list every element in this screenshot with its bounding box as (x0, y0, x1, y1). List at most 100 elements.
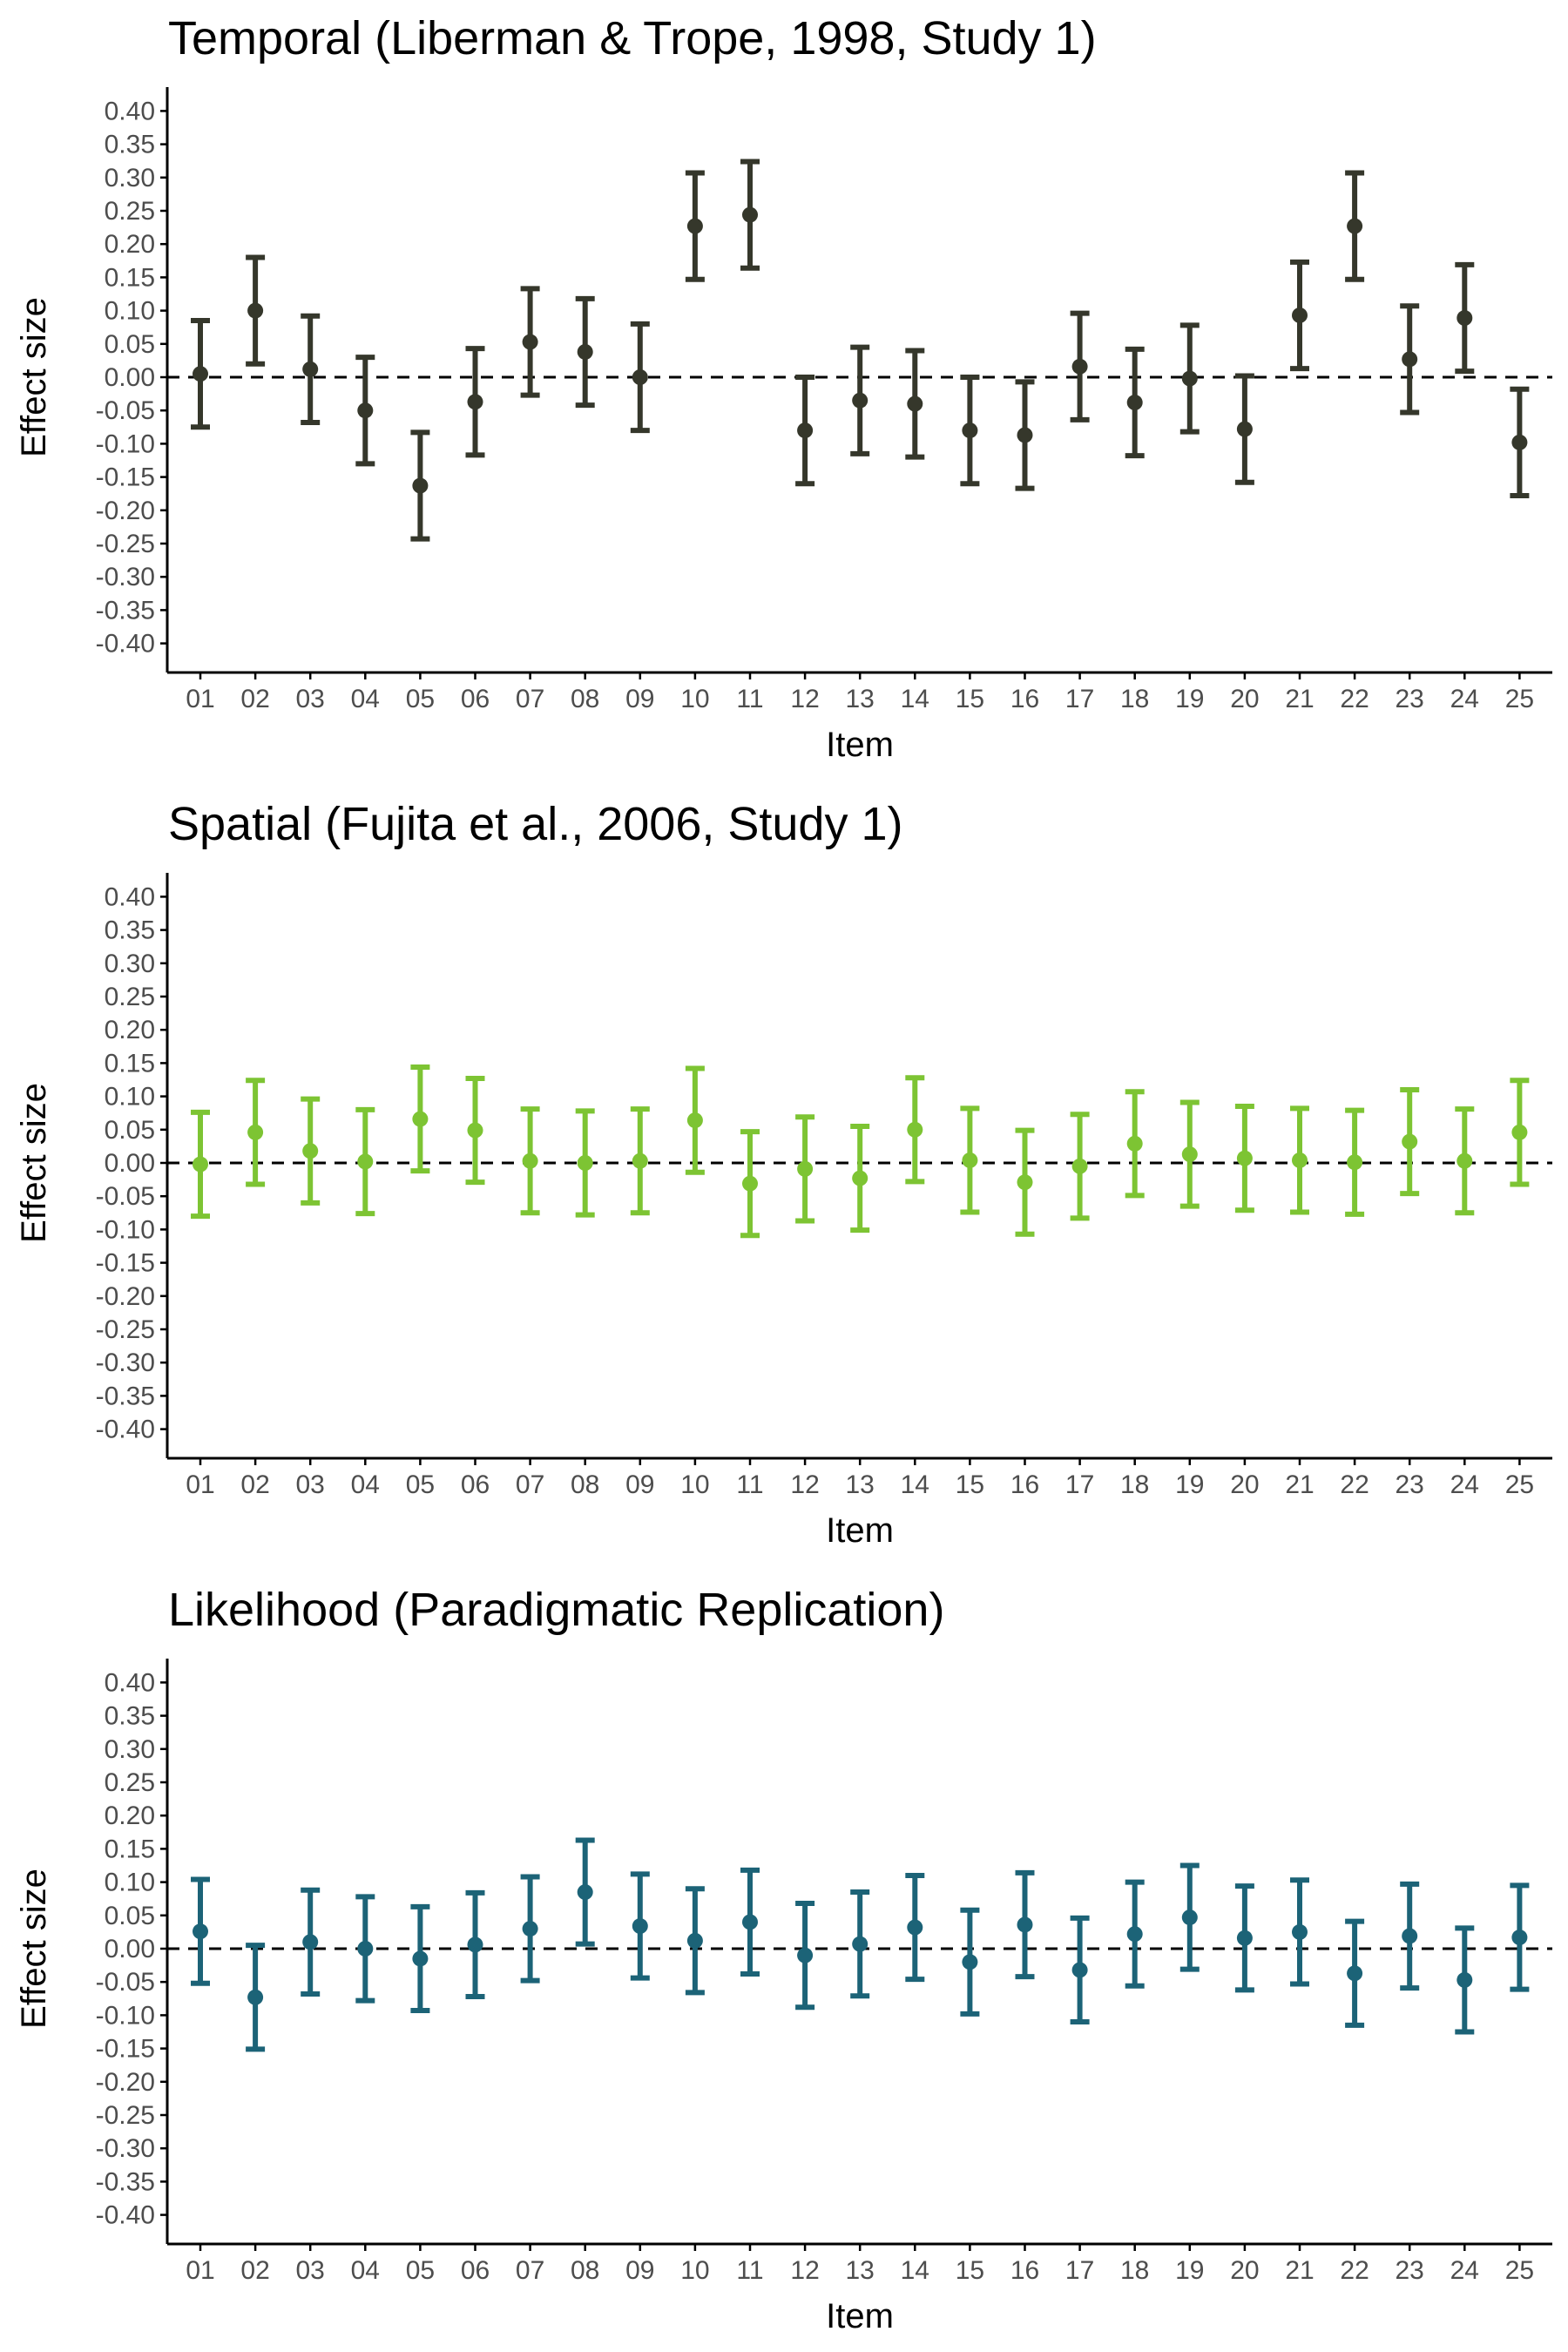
error-bar-item-14 (905, 1075, 925, 1185)
y-tick-label: -0.20 (96, 2068, 155, 2097)
x-tick-label: 19 (1175, 1470, 1204, 1499)
data-point (1402, 351, 1418, 368)
y-tick-label: 0.40 (105, 882, 155, 911)
y-tick-label: -0.30 (96, 1348, 155, 1377)
x-tick-label: 22 (1340, 2256, 1369, 2285)
error-bar-item-19 (1179, 1099, 1200, 1209)
error-bar-item-09 (630, 321, 650, 434)
x-tick-label: 03 (296, 2256, 325, 2285)
y-tick-label: 0.05 (105, 1116, 155, 1145)
y-tick-label: 0.35 (105, 131, 155, 159)
x-tick-label: 15 (956, 685, 984, 713)
data-point (1236, 1150, 1253, 1166)
error-bar-item-22 (1345, 1918, 1365, 2028)
error-bar-item-02 (246, 1943, 266, 2052)
error-bar-item-16 (1015, 1869, 1035, 1980)
data-point (577, 343, 593, 360)
x-tick-label: 14 (901, 1470, 929, 1499)
data-point (1236, 421, 1253, 437)
error-bar-item-10 (685, 1065, 705, 1175)
y-tick-label: -0.30 (96, 563, 155, 591)
data-point (632, 1152, 648, 1169)
chart-panel-2: Spatial (Fujita et al., 2006, Study 1) Ef… (15, 798, 1552, 1550)
x-tick-label: 07 (516, 685, 544, 713)
error-bar-item-24 (1455, 261, 1475, 375)
x-tick-label: 04 (351, 685, 380, 713)
error-bar-item-05 (410, 429, 430, 542)
x-tick-label: 06 (461, 685, 490, 713)
y-tick-label: -0.25 (96, 530, 155, 558)
data-point (1456, 1152, 1473, 1169)
data-point (522, 1921, 538, 1937)
error-bar-item-11 (740, 1867, 760, 1977)
data-point (1126, 1926, 1143, 1943)
y-tick-label: -0.05 (96, 1968, 155, 1997)
x-tick-label: 08 (571, 685, 599, 713)
x-tick-label: 21 (1285, 685, 1314, 713)
data-point (467, 1122, 483, 1139)
x-tick-label: 23 (1396, 685, 1424, 713)
error-bar-item-16 (1015, 379, 1035, 491)
x-tick-label: 22 (1340, 685, 1369, 713)
error-bar-item-24 (1455, 1106, 1475, 1216)
error-bar-item-06 (465, 346, 485, 458)
x-tick-label: 25 (1505, 685, 1534, 713)
error-bar-item-10 (685, 170, 705, 282)
y-tick-label: 0.25 (105, 1768, 155, 1797)
data-point (1017, 427, 1033, 443)
data-point (247, 302, 264, 319)
error-bar-item-03 (301, 1096, 321, 1206)
data-point (467, 394, 483, 410)
y-tick-label: 0.10 (105, 1083, 155, 1112)
data-point (1511, 1930, 1528, 1946)
data-point (632, 369, 648, 385)
y-tick-label: 0.10 (105, 1869, 155, 1897)
data-point (797, 1160, 814, 1177)
y-tick-label: 0.30 (105, 1735, 155, 1764)
data-point (907, 1919, 923, 1936)
x-tick-label: 12 (790, 1470, 819, 1499)
x-tick-label: 13 (846, 2256, 875, 2285)
error-bar-item-24 (1455, 1925, 1475, 2035)
x-tick-label: 09 (625, 685, 654, 713)
data-point (962, 1152, 978, 1168)
data-point (1456, 310, 1473, 327)
error-bar-item-11 (740, 1129, 760, 1239)
x-tick-label: 10 (680, 2256, 709, 2285)
error-bar-item-20 (1234, 373, 1254, 485)
x-tick-label: 08 (571, 1470, 599, 1499)
error-bar-item-18 (1125, 346, 1145, 459)
error-bar-item-09 (630, 1871, 650, 1981)
data-point (1181, 1909, 1198, 1926)
error-bar-item-07 (520, 286, 540, 398)
x-tick-label: 04 (351, 2256, 380, 2285)
error-bar-item-01 (191, 1876, 210, 1986)
error-bar-item-22 (1345, 170, 1365, 282)
x-tick-label: 25 (1505, 2256, 1534, 2285)
error-bar-item-08 (575, 1108, 595, 1218)
error-bar-item-23 (1400, 1881, 1420, 1991)
x-tick-label: 16 (1010, 685, 1039, 713)
x-tick-label: 19 (1175, 685, 1204, 713)
x-tick-label: 06 (461, 1470, 490, 1499)
y-axis-title: Effect size (15, 1869, 53, 2029)
x-tick-label: 10 (680, 1470, 709, 1499)
panel-title: Spatial (Fujita et al., 2006, Study 1) (168, 798, 902, 850)
data-point (686, 1932, 703, 1949)
data-point (247, 1124, 264, 1140)
x-tick-label: 05 (406, 2256, 435, 2285)
y-tick-label: 0.05 (105, 330, 155, 359)
data-point (1347, 1965, 1363, 1982)
data-point (742, 206, 758, 223)
x-tick-label: 08 (571, 2256, 599, 2285)
error-bar-item-15 (960, 375, 980, 487)
y-tick-label: 0.15 (105, 1835, 155, 1863)
y-tick-label: -0.35 (96, 1382, 155, 1410)
chart-panel-1: Temporal (Liberman & Trope, 1998, Study … (15, 12, 1552, 764)
data-point (962, 422, 978, 439)
data-point (577, 1155, 593, 1171)
error-bar-item-08 (575, 1837, 595, 1947)
y-tick-label: 0.25 (105, 983, 155, 1011)
data-point (852, 1936, 868, 1952)
error-bar-item-21 (1290, 1105, 1309, 1215)
